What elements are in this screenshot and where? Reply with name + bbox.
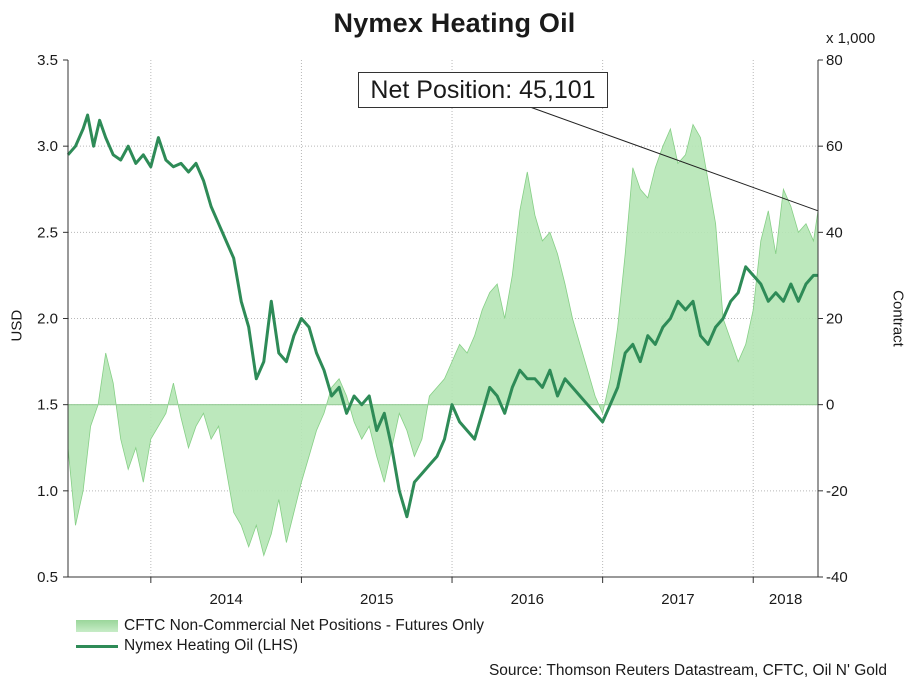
y-left-tick-label: 2.0: [37, 311, 58, 328]
x-tick-label: 2015: [360, 591, 393, 608]
y-left-tick-label: 1.5: [37, 397, 58, 414]
x-tick-label: 2014: [209, 591, 242, 608]
x-tick-label: 2018: [769, 591, 802, 608]
x-tick-label: 2016: [511, 591, 544, 608]
legend-line-swatch: [76, 644, 118, 648]
y-left-tick-label: 1.0: [37, 483, 58, 500]
right-axis-multiplier: x 1,000: [826, 30, 876, 47]
y-left-tick-label: 2.5: [37, 224, 58, 241]
annotation-leader-line: [529, 106, 819, 212]
line-series-heating-oil: [66, 113, 818, 519]
x-tick-label: 2017: [661, 591, 694, 608]
area-series-net-positions: [67, 123, 819, 557]
legend-item-line: Nymex Heating Oil (LHS): [76, 637, 298, 655]
y-right-tick-label: 60: [826, 138, 843, 155]
y-right-tick-label: -20: [826, 483, 848, 500]
y-left-tick-label: 0.5: [37, 569, 58, 586]
y-right-tick-label: 20: [826, 311, 843, 328]
source-note: Source: Thomson Reuters Datastream, CFTC…: [488, 662, 887, 679]
y-right-tick-label: -40: [826, 569, 848, 586]
legend-area-swatch: [76, 620, 118, 632]
net-position-annotation: Net Position: 45,101: [358, 72, 608, 108]
y-right-tick-label: 40: [826, 224, 843, 241]
y-right-tick-label: 80: [826, 52, 843, 69]
chart-title: Nymex Heating Oil: [333, 8, 576, 38]
legend-area-label: CFTC Non-Commercial Net Positions - Futu…: [124, 617, 485, 634]
y-left-tick-label: 3.0: [37, 138, 58, 155]
y-left-tick-label: 3.5: [37, 52, 58, 69]
legend-item-area: CFTC Non-Commercial Net Positions - Futu…: [76, 617, 484, 635]
y-right-tick-label: 0: [826, 397, 834, 414]
legend-line-label: Nymex Heating Oil (LHS): [124, 637, 298, 654]
